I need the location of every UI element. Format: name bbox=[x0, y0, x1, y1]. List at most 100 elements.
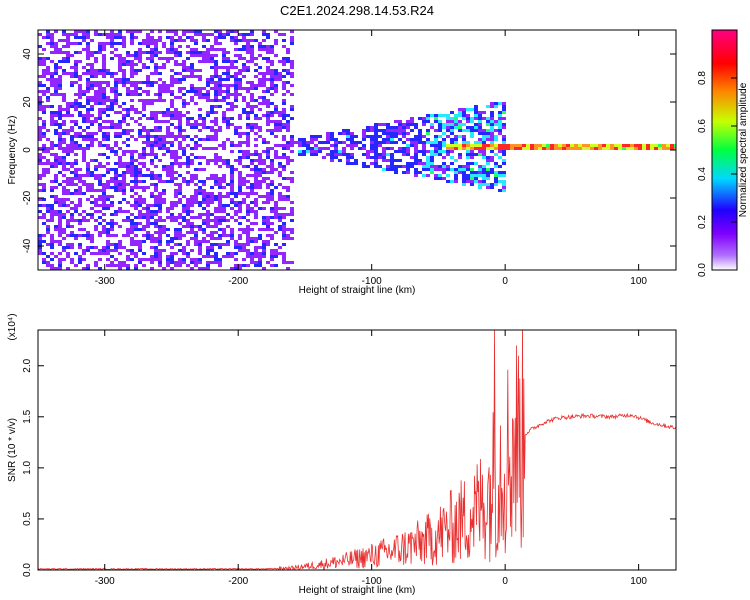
heatmap-cell bbox=[122, 57, 126, 60]
heatmap-cell bbox=[54, 255, 58, 258]
heatmap-cell bbox=[166, 132, 170, 135]
heatmap-cell bbox=[150, 183, 154, 186]
heatmap-cell bbox=[174, 114, 178, 117]
heatmap-cell bbox=[122, 150, 126, 153]
heatmap-cell bbox=[50, 57, 54, 60]
heatmap-cell bbox=[486, 129, 490, 132]
heatmap-cell bbox=[458, 153, 462, 156]
heatmap-cell bbox=[370, 183, 374, 186]
heatmap-cell bbox=[374, 159, 378, 162]
heatmap-cell bbox=[74, 264, 78, 267]
heatmap-cell bbox=[130, 228, 134, 231]
heatmap-cell bbox=[478, 114, 482, 117]
heatmap-cell bbox=[194, 201, 198, 204]
heatmap-cell bbox=[126, 132, 130, 135]
heatmap-cell bbox=[442, 150, 446, 153]
heatmap-cell bbox=[230, 123, 234, 126]
heatmap-cell bbox=[238, 72, 242, 75]
heatmap-cell bbox=[226, 156, 230, 159]
heatmap-cell bbox=[162, 42, 166, 45]
heatmap-cell bbox=[150, 30, 154, 33]
heatmap-cell bbox=[374, 132, 378, 135]
heatmap-cell bbox=[54, 240, 58, 243]
heatmap-cell bbox=[114, 99, 118, 102]
heatmap-cell bbox=[186, 204, 190, 207]
heatmap-cell bbox=[146, 93, 150, 96]
heatmap-cell bbox=[154, 231, 158, 234]
heatmap-cell bbox=[290, 63, 294, 66]
heatmap-cell bbox=[218, 195, 222, 198]
heatmap-cell bbox=[74, 168, 78, 171]
heatmap-cell bbox=[282, 156, 286, 159]
heatmap-cell bbox=[478, 147, 482, 150]
heatmap-cell bbox=[174, 30, 178, 33]
heatmap-cell bbox=[278, 78, 282, 81]
heatmap-cell bbox=[98, 84, 102, 87]
heatmap-cell bbox=[186, 180, 190, 183]
heatmap-cell bbox=[450, 162, 454, 165]
heatmap-cell bbox=[46, 105, 50, 108]
heatmap-cell bbox=[362, 147, 366, 150]
heatmap-cell bbox=[78, 246, 82, 249]
heatmap-cell bbox=[254, 69, 258, 72]
heatmap-cell bbox=[238, 84, 242, 87]
heatmap-cell bbox=[414, 171, 418, 174]
heatmap-cell bbox=[174, 51, 178, 54]
heatmap-cell bbox=[474, 105, 478, 108]
heatmap-cell bbox=[82, 129, 86, 132]
heatmap-cell bbox=[282, 144, 286, 147]
heatmap-cell bbox=[238, 237, 242, 240]
heatmap-cell bbox=[210, 60, 214, 63]
heatmap-cell bbox=[214, 222, 218, 225]
heatmap-cell bbox=[262, 222, 266, 225]
heatmap-cell bbox=[38, 198, 42, 201]
heatmap-cell bbox=[282, 117, 286, 120]
heatmap-cell bbox=[394, 135, 398, 138]
heatmap-cell bbox=[262, 84, 266, 87]
heatmap-cell bbox=[154, 225, 158, 228]
heatmap-cell bbox=[62, 252, 66, 255]
heatmap-cell bbox=[374, 141, 378, 144]
heatmap-cell bbox=[314, 102, 318, 105]
heatmap-cell bbox=[242, 45, 246, 48]
heatmap-cell bbox=[82, 216, 86, 219]
heatmap-cell bbox=[106, 222, 110, 225]
heatmap-cell bbox=[82, 135, 86, 138]
heatmap-cell bbox=[142, 126, 146, 129]
heatmap-cell bbox=[410, 165, 414, 168]
heatmap-cell bbox=[222, 90, 226, 93]
heatmap-cell bbox=[190, 84, 194, 87]
heatmap-cell bbox=[242, 228, 246, 231]
heatmap-cell bbox=[134, 138, 138, 141]
heatmap-cell bbox=[122, 264, 126, 267]
heatmap-cell bbox=[98, 48, 102, 51]
heatmap-cell bbox=[450, 126, 454, 129]
heatmap-cell bbox=[238, 132, 242, 135]
heatmap-cell bbox=[402, 126, 406, 129]
heatmap-cell bbox=[458, 165, 462, 168]
heatmap-cell bbox=[238, 150, 242, 153]
heatmap-cell bbox=[70, 66, 74, 69]
heatmap-cell bbox=[98, 210, 102, 213]
heatmap-cell bbox=[362, 144, 366, 147]
heatmap-cell bbox=[118, 69, 122, 72]
heatmap-cell bbox=[142, 162, 146, 165]
heatmap-cell bbox=[230, 117, 234, 120]
heatmap-cell bbox=[346, 252, 350, 255]
heatmap-cell bbox=[170, 201, 174, 204]
heatmap-cell bbox=[78, 147, 82, 150]
heatmap-cell bbox=[254, 123, 258, 126]
heatmap-cell bbox=[250, 252, 254, 255]
heatmap-cell bbox=[66, 180, 70, 183]
heatmap-cell bbox=[274, 90, 278, 93]
heatmap-cell bbox=[302, 144, 306, 147]
heatmap-cell bbox=[218, 237, 222, 240]
heatmap-cell bbox=[258, 195, 262, 198]
heatmap-cell bbox=[258, 255, 262, 258]
heatmap-cell bbox=[74, 123, 78, 126]
heatmap-cell bbox=[242, 201, 246, 204]
heatmap-cell bbox=[230, 189, 234, 192]
heatmap-cell bbox=[122, 75, 126, 78]
heatmap-cell bbox=[366, 153, 370, 156]
heatmap-cell bbox=[206, 210, 210, 213]
